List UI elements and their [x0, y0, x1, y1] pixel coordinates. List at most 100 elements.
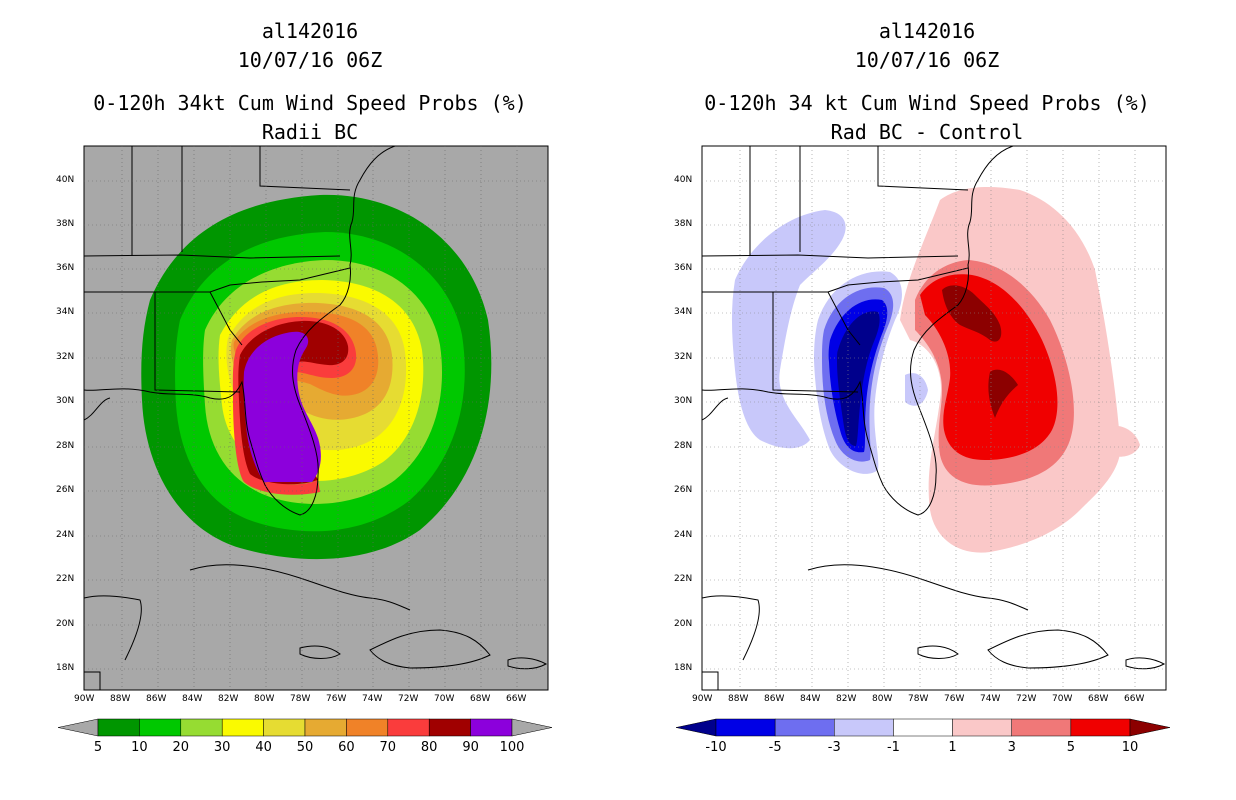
left-lon-label: 68W [470, 694, 491, 704]
right-colorbar-swatch [952, 718, 1012, 737]
left-lon-label: 76W [326, 694, 347, 704]
left-contour-90 [243, 331, 321, 482]
left-lon-label: 80W [254, 694, 275, 704]
left-colorbar-swatch [263, 718, 306, 737]
left-lon-label: 82W [218, 694, 239, 704]
left-colorbar-label: 100 [499, 740, 525, 755]
left-contour-30 [218, 280, 424, 482]
left-colorbar-label: 30 [213, 740, 231, 755]
right-lon-label: 84W [800, 694, 821, 704]
right-colorbar [675, 718, 1171, 737]
right-contour-neg1b [905, 373, 928, 406]
right-lon-label: 80W [872, 694, 893, 704]
left-colorbar-label: 70 [379, 740, 397, 755]
left-grid [84, 146, 548, 690]
right-difference-field [731, 187, 1140, 553]
left-lat-label: 28N [56, 441, 75, 451]
left-plot-subtitle: Radii BC [261, 120, 359, 144]
right-lat-label: 28N [674, 441, 693, 451]
left-plot-title: 0-120h 34kt Cum Wind Speed Probs (%) [93, 91, 527, 115]
left-lat-label: 30N [56, 396, 75, 406]
left-colorbar-swatch [346, 718, 389, 737]
left-contour-70 [232, 317, 357, 495]
left-colorbar-over [511, 718, 553, 737]
right-lat-label: 34N [674, 307, 693, 317]
left-colorbar-under [57, 718, 99, 737]
right-colorbar-swatch [1070, 718, 1131, 737]
right-plot-subtitle: Rad BC - Control [830, 120, 1024, 144]
left-colorbar [57, 718, 553, 737]
left-lon-label: 78W [290, 694, 311, 704]
right-plot-title: 0-120h 34 kt Cum Wind Speed Probs (%) [704, 91, 1150, 115]
right-lat-label: 20N [674, 619, 693, 629]
left-lat-label: 40N [56, 175, 75, 185]
left-colorbar-swatch [97, 718, 140, 737]
right-colorbar-swatch [893, 718, 953, 737]
right-lat-label: 18N [674, 663, 693, 673]
left-contour-10 [175, 232, 465, 532]
left-colorbar-swatch [180, 718, 223, 737]
right-contour-neg10 [828, 299, 888, 453]
left-lon-label: 88W [110, 694, 131, 704]
left-lat-label: 24N [56, 530, 75, 540]
right-contour-neg3 [814, 271, 902, 474]
right-contour-pos1b [1100, 425, 1140, 457]
left-probability-field [141, 194, 492, 560]
left-colorbar-label: 50 [296, 740, 314, 755]
right-lat-label: 26N [674, 485, 693, 495]
left-colorbar-swatch [139, 718, 182, 737]
right-lon-label: 70W [1052, 694, 1073, 704]
left-map-background [84, 146, 548, 690]
left-lat-label: 38N [56, 219, 75, 229]
right-lon-label: 78W [908, 694, 929, 704]
left-lat-label: 36N [56, 263, 75, 273]
right-lon-label: 86W [764, 694, 785, 704]
right-contour-pos10b [988, 369, 1018, 418]
right-lon-label: 66W [1124, 694, 1145, 704]
right-colorbar-swatch [715, 718, 776, 737]
right-datetime: 10/07/16 06Z [854, 48, 1000, 72]
right-map-background [702, 146, 1166, 690]
left-lat-label: 22N [56, 574, 75, 584]
left-contour-80 [238, 320, 349, 485]
right-lat-label: 32N [674, 352, 693, 362]
left-lat-label: 18N [56, 663, 75, 673]
left-coastlines [84, 146, 548, 690]
left-colorbar-swatch [387, 718, 430, 737]
left-colorbar-label: 5 [93, 740, 103, 755]
left-colorbar-label: 80 [420, 740, 438, 755]
right-contour-neg5 [822, 287, 894, 462]
right-colorbar-label: -3 [827, 740, 841, 755]
right-colorbar-over [1129, 718, 1171, 737]
left-contour-20 [203, 260, 443, 504]
left-lon-label: 86W [146, 694, 167, 704]
left-lon-label: 72W [398, 694, 419, 704]
right-colorbar-label: 3 [1007, 740, 1016, 755]
left-colorbar-label: 60 [338, 740, 355, 755]
right-colorbar-label: 10 [1121, 740, 1139, 755]
right-lon-label: 68W [1088, 694, 1109, 704]
left-colorbar-label: 90 [462, 740, 479, 755]
left-colorbar-swatch [221, 718, 264, 737]
right-lon-label: 74W [980, 694, 1001, 704]
left-lat-label: 20N [56, 619, 75, 629]
right-lon-label: 90W [692, 694, 713, 704]
left-colorbar-label: 10 [131, 740, 148, 755]
left-lon-label: 66W [506, 694, 527, 704]
right-contour-pos3 [915, 260, 1074, 486]
right-lat-label: 24N [674, 530, 693, 540]
left-contour-5 [141, 194, 492, 560]
left-colorbar-swatch [470, 718, 513, 737]
right-contour-neg1 [731, 210, 846, 449]
right-colorbar-label: -1 [886, 740, 900, 755]
right-contour-pos1 [900, 187, 1121, 553]
left-datetime: 10/07/16 06Z [237, 48, 383, 72]
right-colorbar-label: 1 [948, 740, 957, 755]
right-colorbar-label: -5 [768, 740, 782, 755]
left-contour-50 [230, 302, 393, 420]
left-lon-label: 70W [434, 694, 455, 704]
left-lon-label: 84W [182, 694, 203, 704]
right-lat-label: 22N [674, 574, 693, 584]
left-contour-60 [233, 311, 379, 396]
